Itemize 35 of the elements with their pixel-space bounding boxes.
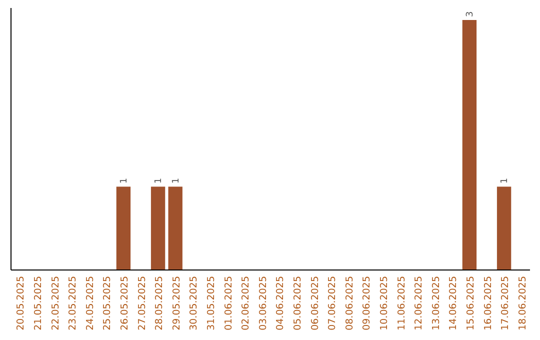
x-tick-label: 08.06.2025 bbox=[344, 276, 356, 330]
x-tick-label: 18.06.2025 bbox=[517, 276, 528, 330]
x-tick-label: 12.06.2025 bbox=[414, 276, 425, 330]
x-tick-label: 10.06.2025 bbox=[378, 276, 390, 330]
x-tick-label: 04.06.2025 bbox=[275, 276, 286, 330]
data-label: 1 bbox=[154, 178, 164, 184]
x-tick-label: 17.06.2025 bbox=[500, 276, 512, 330]
x-tick-label: 06.06.2025 bbox=[310, 276, 321, 330]
x-tick-label: 20.05.2025 bbox=[16, 276, 27, 330]
x-tick-label: 28.05.2025 bbox=[154, 276, 166, 330]
data-label: 1 bbox=[119, 178, 130, 184]
x-tick-label: 01.06.2025 bbox=[223, 276, 234, 330]
x-tick-label: 02.06.2025 bbox=[240, 276, 252, 330]
x-tick-label: 22.05.2025 bbox=[50, 276, 62, 330]
x-tick-label: 07.06.2025 bbox=[327, 276, 338, 330]
x-tick-label: 29.05.2025 bbox=[171, 276, 182, 330]
data-label: 1 bbox=[171, 178, 182, 184]
x-tick-label: 25.05.2025 bbox=[102, 276, 114, 330]
x-tick-label: 27.05.2025 bbox=[136, 276, 148, 330]
x-tick-label: 24.05.2025 bbox=[84, 276, 96, 330]
x-tick-label: 11.06.2025 bbox=[396, 276, 408, 330]
x-tick-label: 14.06.2025 bbox=[448, 276, 460, 330]
x-tick-label: 05.06.2025 bbox=[292, 276, 304, 330]
x-tick-label: 26.05.2025 bbox=[119, 276, 130, 330]
x-tick-label: 23.05.2025 bbox=[68, 276, 79, 330]
x-tick-label: 30.05.2025 bbox=[188, 276, 200, 330]
data-label: 1 bbox=[500, 178, 510, 184]
x-tick-label: 13.06.2025 bbox=[430, 276, 442, 330]
x-tick-label: 31.05.2025 bbox=[206, 276, 217, 330]
x-tick-label: 15.06.2025 bbox=[465, 276, 476, 330]
x-tick-label: 09.06.2025 bbox=[362, 276, 373, 330]
x-tick-label: 16.06.2025 bbox=[482, 276, 494, 330]
x-tick-label: 03.06.2025 bbox=[258, 276, 269, 330]
data-label: 3 bbox=[465, 11, 476, 17]
x-tick-label: 21.05.2025 bbox=[32, 276, 44, 330]
